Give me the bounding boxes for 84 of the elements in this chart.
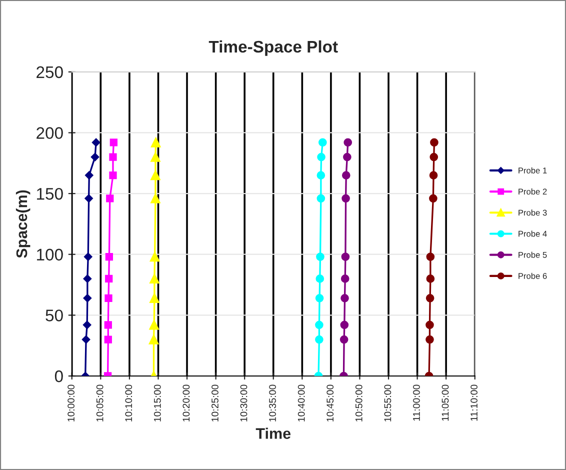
point: [426, 294, 434, 302]
point: [150, 138, 161, 148]
point: [340, 274, 350, 283]
point: [430, 138, 438, 147]
point: [105, 274, 113, 283]
point: [315, 335, 324, 344]
y-tick-label: 250: [36, 66, 63, 78]
x-tick-label: 10:00:00: [68, 384, 74, 422]
y-tick-label: 200: [36, 127, 63, 139]
point: [316, 194, 326, 203]
x-tick-label: 11:00:00: [413, 384, 420, 421]
chart-title: Time-Space Plot: [208, 40, 338, 56]
x-tick-label: 10:45:00: [326, 384, 334, 422]
point: [150, 170, 160, 180]
point: [340, 320, 349, 330]
legend-label: Probe 6: [518, 272, 547, 279]
x-tick-label: 10:55:00: [384, 384, 392, 422]
point: [106, 194, 114, 202]
point: [85, 171, 94, 180]
point: [109, 153, 117, 161]
x-tick-label: 10:50:00: [355, 384, 362, 422]
x-tick-label: 10:05:00: [96, 384, 104, 422]
x-tick-label: 10:20:00: [182, 384, 190, 422]
point: [426, 252, 435, 261]
point: [104, 321, 112, 329]
point: [317, 152, 326, 162]
point: [104, 336, 112, 344]
point: [340, 335, 348, 344]
point: [316, 274, 324, 283]
legend-label: Probe 2: [518, 188, 547, 195]
point: [82, 335, 90, 344]
point: [343, 152, 352, 162]
point: [429, 194, 438, 203]
x-tick-label: 10:30:00: [240, 384, 248, 422]
point: [149, 320, 159, 330]
y-axis-title: Space(m): [16, 190, 30, 258]
x-tick-label: 11:05:00: [442, 384, 449, 421]
point: [344, 138, 352, 147]
point: [429, 171, 438, 180]
x-tick-label: 10:40:00: [298, 384, 305, 422]
point: [342, 171, 350, 180]
point: [105, 252, 114, 261]
point: [316, 171, 326, 180]
legend-label: Probe 4: [518, 230, 547, 237]
point: [430, 152, 438, 162]
point: [150, 293, 160, 304]
point: [318, 138, 327, 147]
point: [84, 194, 93, 203]
point: [426, 335, 434, 344]
point: [342, 194, 350, 203]
point: [426, 274, 435, 283]
x-tick-label: 10:10:00: [125, 384, 132, 422]
legend-label: Probe 3: [518, 210, 547, 216]
legend-label: Probe 1: [518, 167, 547, 174]
point: [150, 194, 160, 204]
x-tick-label: 10:35:00: [269, 384, 276, 422]
point: [150, 152, 160, 162]
point: [104, 294, 112, 302]
x-tick-label: 10:15:00: [154, 384, 161, 422]
y-tick-label: 0: [54, 370, 63, 382]
point: [150, 274, 160, 284]
y-tick-label: 150: [37, 188, 63, 200]
point: [426, 320, 434, 330]
point: [90, 152, 100, 162]
point: [92, 138, 100, 147]
legend-label: Probe 5: [518, 252, 547, 258]
x-tick-label: 11:10:00: [470, 384, 478, 421]
point: [109, 171, 117, 180]
point: [82, 320, 92, 330]
point: [315, 294, 324, 302]
y-tick-label: 50: [46, 310, 63, 322]
point: [150, 252, 160, 262]
point: [316, 252, 324, 261]
point: [148, 334, 159, 344]
x-tick-label: 10:25:00: [212, 384, 218, 422]
point: [110, 138, 118, 146]
point: [83, 274, 92, 283]
point: [84, 252, 92, 261]
point: [341, 252, 350, 261]
point: [340, 294, 349, 302]
point: [83, 294, 92, 302]
y-tick-label: 100: [37, 248, 63, 261]
point: [315, 320, 324, 330]
x-axis-title: Time: [256, 428, 291, 439]
